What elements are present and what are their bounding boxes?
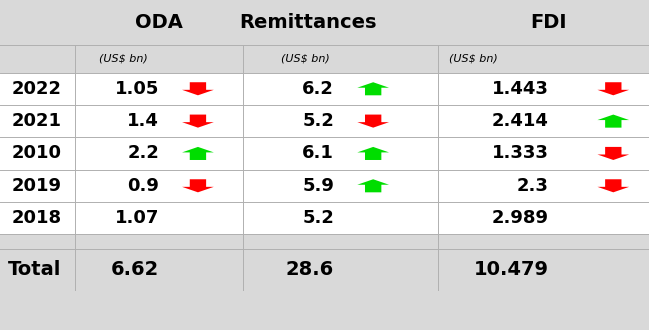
Text: 2021: 2021 [12,112,62,130]
Bar [0,45,649,73]
Bar [0,137,649,170]
Polygon shape [182,179,214,192]
Polygon shape [182,147,214,160]
Text: Remittances: Remittances [239,13,377,32]
Polygon shape [358,179,389,192]
Text: 2.414: 2.414 [491,112,548,130]
Bar [0,234,649,249]
Text: 2.2: 2.2 [127,145,159,162]
Text: 1.05: 1.05 [115,80,159,98]
Text: (US$ bn): (US$ bn) [99,53,148,64]
Polygon shape [598,115,629,128]
Bar [0,0,649,45]
Polygon shape [598,179,629,192]
Bar [0,170,649,202]
Text: 5.2: 5.2 [302,209,334,227]
Text: 1.333: 1.333 [491,145,548,162]
Polygon shape [358,147,389,160]
Bar [0,202,649,234]
Bar [0,249,649,290]
Bar [0,73,649,105]
Text: 5.9: 5.9 [302,177,334,195]
Polygon shape [182,82,214,95]
Text: (US$ bn): (US$ bn) [280,53,330,64]
Text: 1.443: 1.443 [491,80,548,98]
Text: 6.62: 6.62 [111,260,159,279]
Polygon shape [358,115,389,128]
Text: 10.479: 10.479 [473,260,548,279]
Text: ODA: ODA [135,13,183,32]
Text: 2.3: 2.3 [517,177,548,195]
Text: 28.6: 28.6 [286,260,334,279]
Text: 2019: 2019 [12,177,62,195]
Text: 6.2: 6.2 [302,80,334,98]
Text: 1.4: 1.4 [127,112,159,130]
Polygon shape [598,82,629,95]
Text: 0.9: 0.9 [127,177,159,195]
Text: 2022: 2022 [12,80,62,98]
Bar [0,105,649,137]
Polygon shape [358,82,389,95]
Text: 6.1: 6.1 [302,145,334,162]
Text: 2018: 2018 [12,209,62,227]
Text: 5.2: 5.2 [302,112,334,130]
Text: FDI: FDI [530,13,567,32]
Text: (US$ bn): (US$ bn) [449,53,498,64]
Polygon shape [598,147,629,160]
Text: 2010: 2010 [12,145,62,162]
Text: 2.989: 2.989 [491,209,548,227]
Polygon shape [182,115,214,128]
Text: Total: Total [8,260,62,279]
Text: 1.07: 1.07 [115,209,159,227]
